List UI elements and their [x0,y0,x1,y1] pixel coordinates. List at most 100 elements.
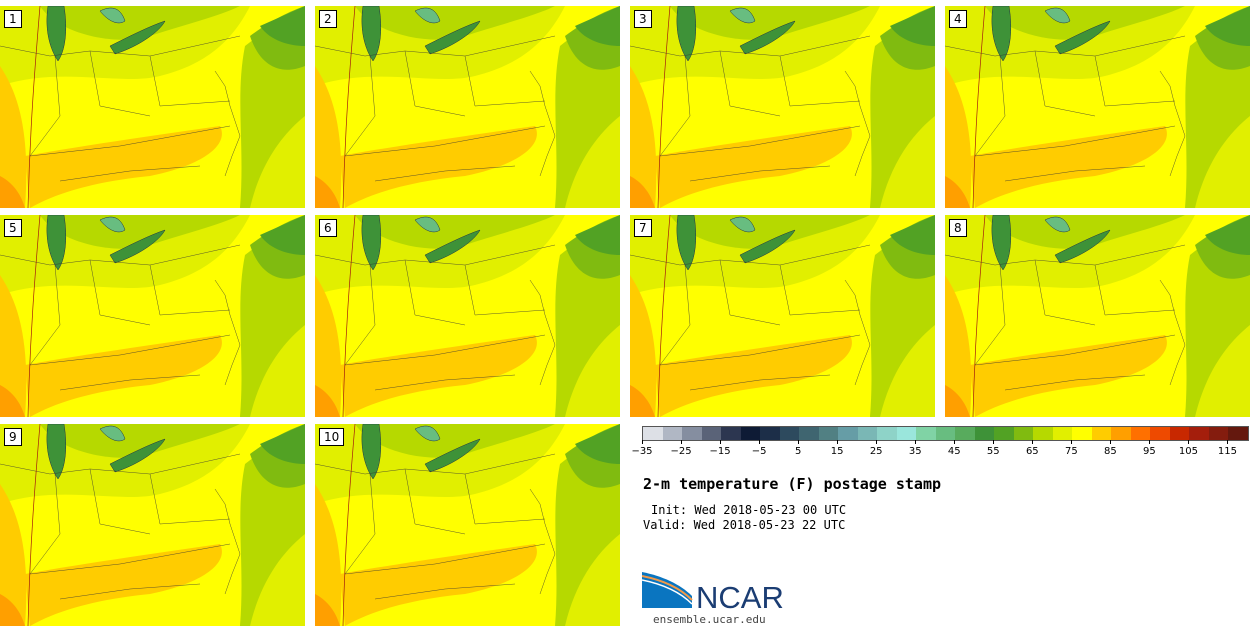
member-label: 3 [634,10,652,28]
colorbar-tick-label: −5 [751,446,767,457]
member-label: 7 [634,219,652,237]
colorbar-bin [760,427,780,440]
colorbar-bin [799,427,819,440]
ensemble-member-map: 9 [0,424,305,626]
colorbar-tick [1032,440,1034,444]
colorbar-tick [1071,440,1073,444]
colorbar-bin [1228,427,1248,440]
colorbar-tick-label: −25 [670,446,692,457]
temperature-map [630,215,935,417]
ensemble-member-map: 1 [0,6,305,208]
colorbar-bin [1169,427,1190,440]
colorbar-tick [837,440,839,444]
colorbar-bin [1189,427,1209,440]
colorbar-tick-label: 15 [830,446,844,457]
colorbar-bin [955,427,975,440]
colorbar-tick [798,440,800,444]
ensemble-member-map: 8 [945,215,1250,417]
colorbar-tick-label: −35 [631,446,653,457]
colorbar-bin [1091,427,1112,440]
ensemble-member-map: 6 [315,215,620,417]
member-label: 5 [4,219,22,237]
member-label: 4 [949,10,967,28]
colorbar-bin [1072,427,1092,440]
ensemble-member-map: 5 [0,215,305,417]
colorbar-tick-label: 105 [1178,446,1198,457]
colorbar-bin [643,427,663,440]
colorbar-tick [954,440,956,444]
temperature-map [0,215,305,417]
member-label: 6 [319,219,337,237]
colorbar-bin [1111,427,1131,440]
colorbar-bin [896,427,917,440]
colorbar-bin [682,427,702,440]
colorbar-bin [1208,427,1229,440]
temperature-map [315,215,620,417]
colorbar-bin [1033,427,1053,440]
chart-title: 2-m temperature (F) postage stamp [643,475,942,493]
colorbar-tick [1227,440,1229,444]
valid-time: Valid: Wed 2018-05-23 22 UTC [643,518,846,532]
colorbar-tick-label: 95 [1143,446,1156,457]
temperature-map [630,6,935,208]
colorbar-bin [740,427,761,440]
colorbar-tick [1149,440,1151,444]
colorbar-tick-label: −15 [709,446,731,457]
colorbar [642,426,1249,441]
colorbar-tick [1110,440,1112,444]
colorbar-bin [818,427,839,440]
colorbar-bin [721,427,741,440]
member-label: 1 [4,10,22,28]
colorbar-bin [662,427,683,440]
init-time: Init: Wed 2018-05-23 00 UTC [651,503,847,517]
temperature-map [945,6,1250,208]
colorbar-tick-label: 5 [794,446,802,457]
colorbar-tick [681,440,683,444]
temperature-map [315,424,620,626]
colorbar-bin [838,427,858,440]
colorbar-ticks: −35 −25 −15 −5 5 15 25 35 45 55 65 75 85 95 105 115 [631,440,1247,460]
ensemble-member-map: 7 [630,215,935,417]
colorbar-bin [1150,427,1170,440]
colorbar-tick [915,440,917,444]
member-label: 10 [319,428,345,446]
colorbar-tick-label: 85 [1104,446,1117,457]
colorbar-tick-label: 115 [1217,446,1238,457]
colorbar-tick [642,440,643,444]
colorbar-bin [701,427,722,440]
temperature-map [945,215,1250,417]
website-url: ensemble.ucar.edu [653,613,766,626]
member-label: 8 [949,219,967,237]
colorbar-bin [1052,427,1073,440]
ensemble-member-map: 10 [315,424,620,626]
temperature-map [0,424,305,626]
colorbar-tick [993,440,995,444]
colorbar-tick [1188,440,1190,444]
colorbar-bin [779,427,800,440]
colorbar-tick-label: 65 [1025,446,1039,457]
ensemble-member-map: 2 [315,6,620,208]
colorbar-bin [857,427,878,440]
temperature-map [315,6,620,208]
svg-text:NCAR: NCAR [696,580,784,612]
colorbar-bin [974,427,995,440]
colorbar-bin [877,427,897,440]
colorbar-bin [1130,427,1151,440]
colorbar-tick [876,440,878,444]
colorbar-bin [994,427,1014,440]
ensemble-member-map: 3 [630,6,935,208]
colorbar-tick-label: 35 [908,446,922,457]
colorbar-tick-label: 75 [1064,446,1078,457]
colorbar-bin [916,427,936,440]
ensemble-member-map: 4 [945,6,1250,208]
colorbar-tick-label: 45 [947,446,961,457]
colorbar-bin [1013,427,1034,440]
member-label: 2 [319,10,337,28]
colorbar-tick [720,440,722,444]
colorbar-tick-label: 25 [869,446,883,457]
ncar-logo: NCAR [642,572,784,612]
colorbar-tick-label: 55 [986,446,1000,457]
colorbar-tick [759,440,761,444]
member-label: 9 [4,428,22,446]
colorbar-bin [935,427,956,440]
